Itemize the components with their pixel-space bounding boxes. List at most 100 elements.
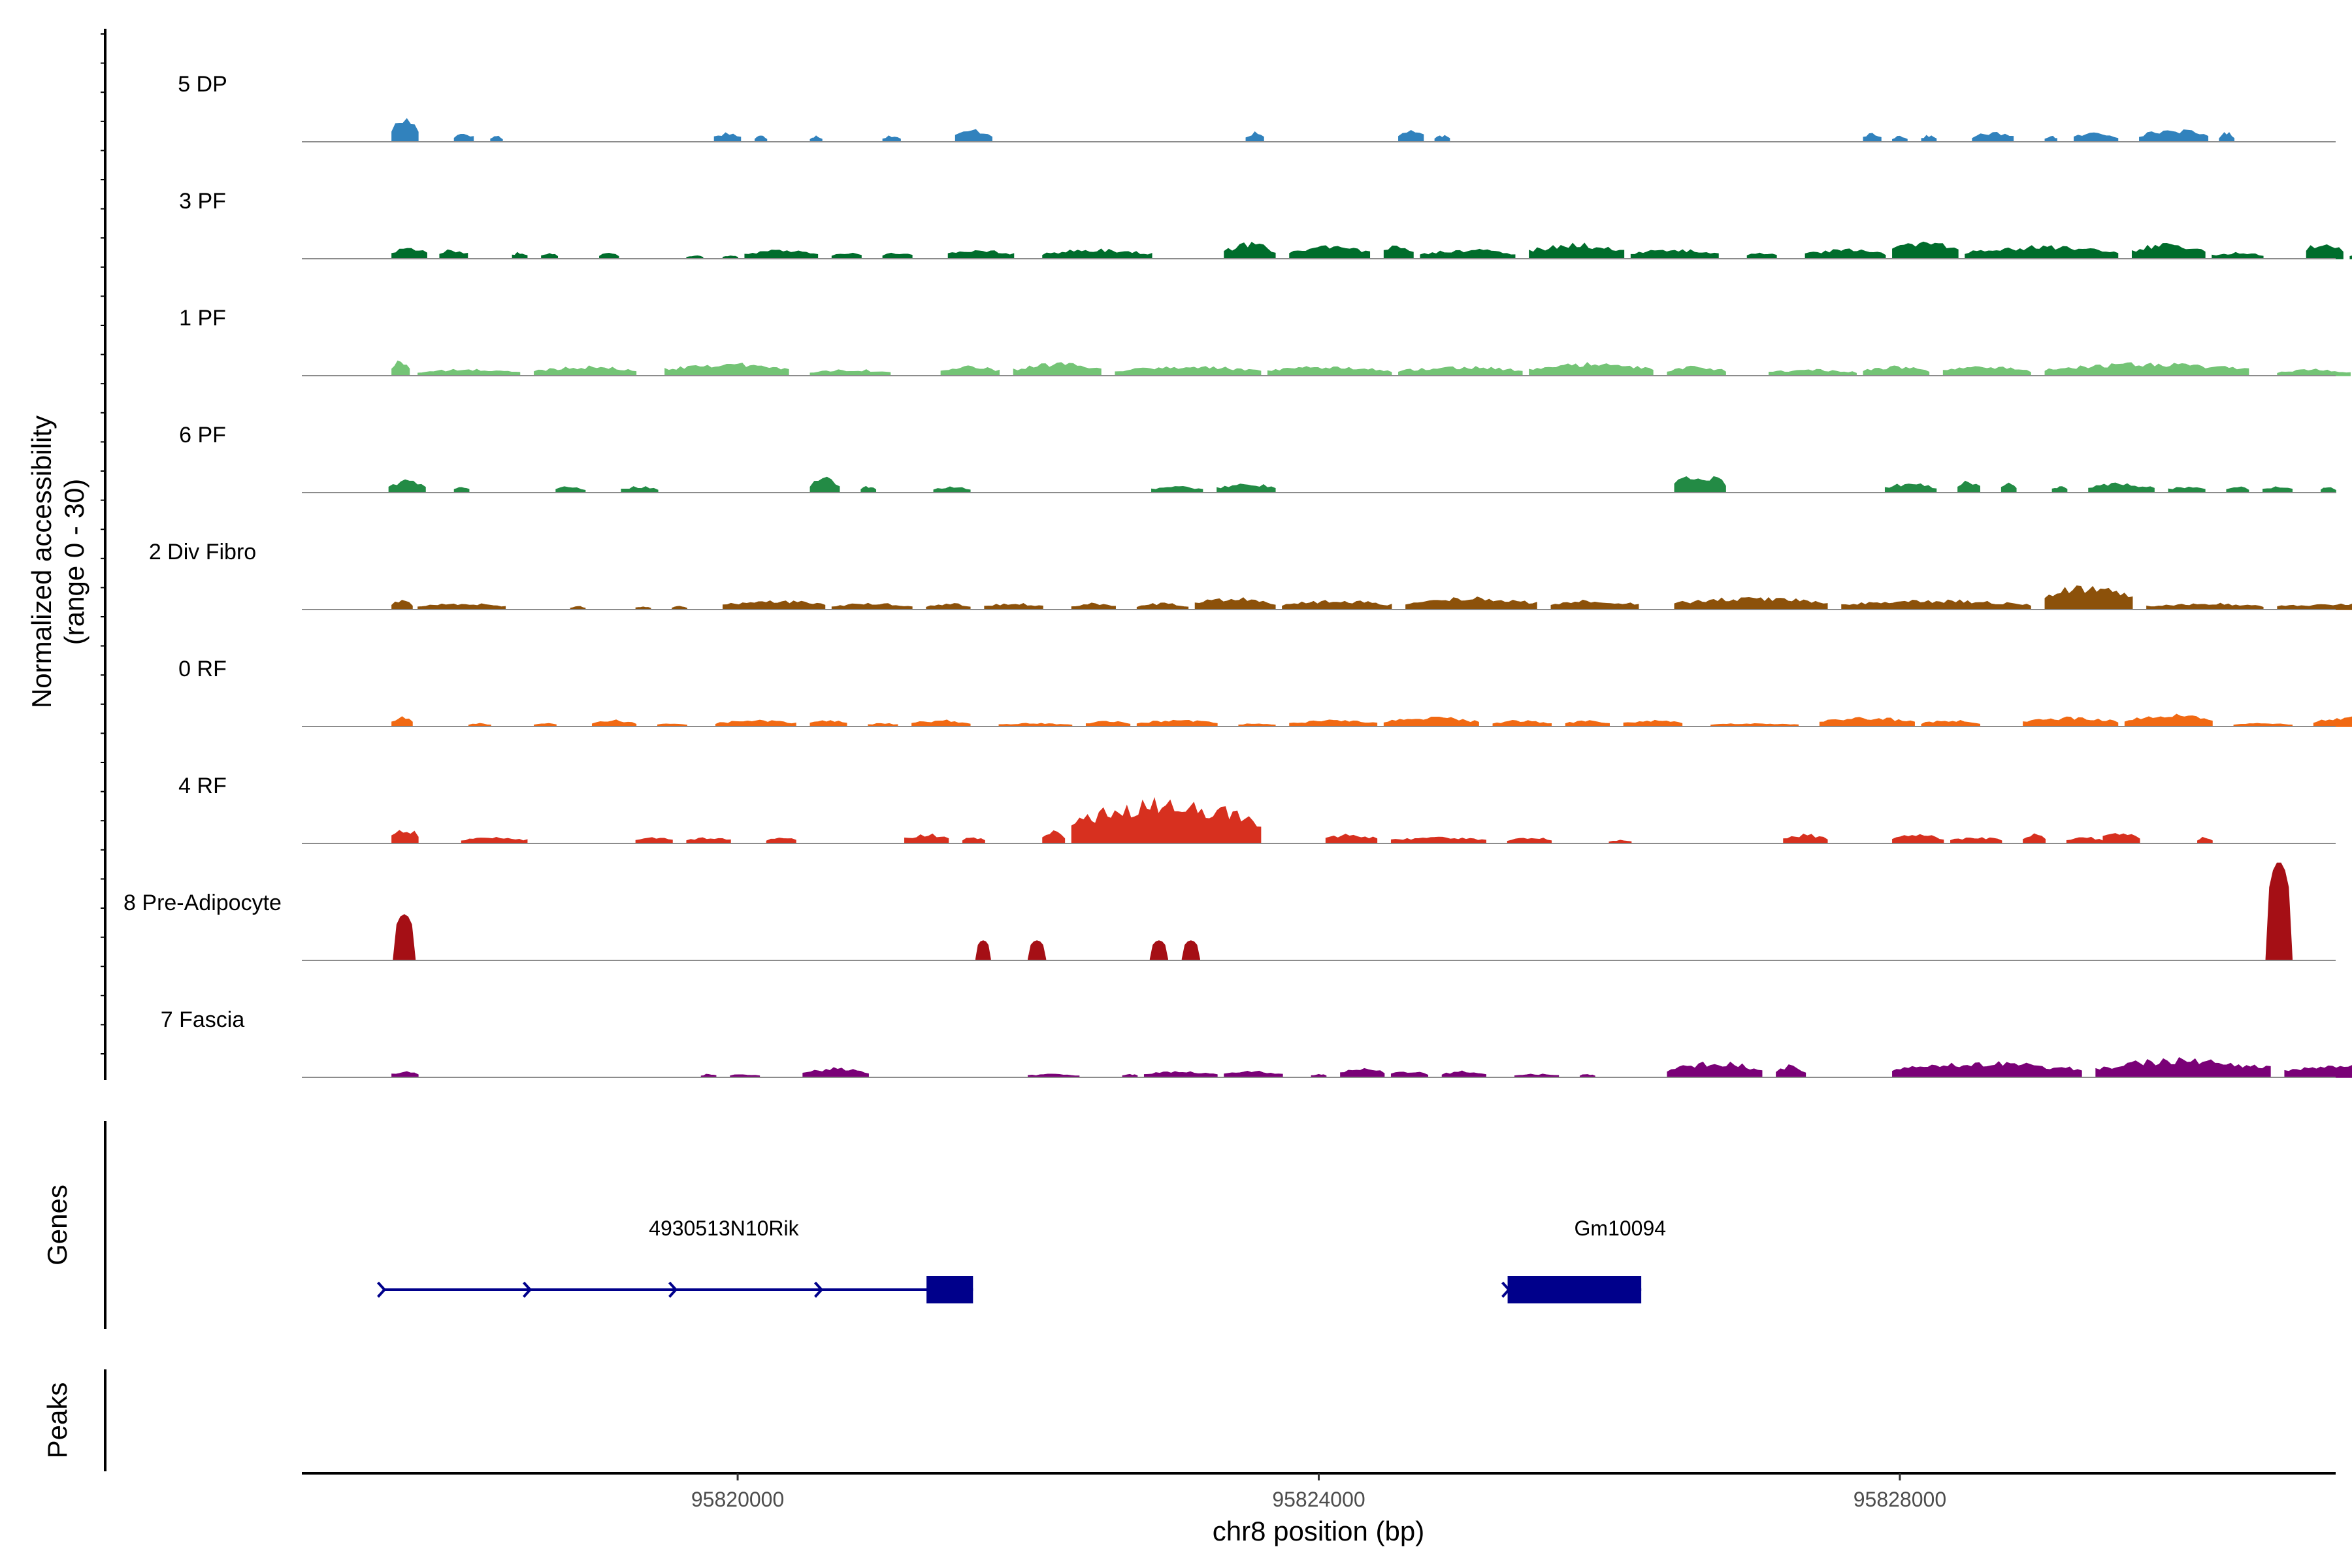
track-label: 7 Fascia xyxy=(161,1007,245,1032)
coverage-peak xyxy=(723,600,826,610)
coverage-peak xyxy=(2023,833,2046,844)
gene-4930513n10rik: 4930513N10Rik xyxy=(377,1217,973,1303)
coverage-peak xyxy=(2219,132,2235,142)
coverage-peak xyxy=(975,940,991,961)
coverage-peak xyxy=(1965,245,2119,259)
coverage-peak xyxy=(2265,862,2293,961)
coverage-peak xyxy=(534,723,557,727)
coverage-peak xyxy=(1149,940,1168,961)
coverage-peak xyxy=(1623,719,1683,727)
coverage-peak xyxy=(2277,603,2352,610)
coverage-peak xyxy=(2124,713,2213,727)
coverage-peak xyxy=(1630,249,1719,259)
coverage-peak xyxy=(1115,366,1262,376)
coverage-peak xyxy=(2139,129,2209,142)
coverage-peak xyxy=(1042,248,1152,259)
coverage-peak xyxy=(1863,365,1930,376)
coverage-peak xyxy=(1514,1073,1560,1078)
coverage-peak xyxy=(1892,834,1944,844)
coverage-peak xyxy=(2284,1065,2352,1078)
coverage-peak xyxy=(700,1073,717,1078)
x-tick-label: 95824000 xyxy=(1272,1488,1365,1511)
coverage-peak xyxy=(1884,483,1937,493)
coverage-peak xyxy=(744,250,819,259)
coverage-peak xyxy=(1957,480,1980,493)
strand-chevron xyxy=(668,1281,678,1298)
coverage-peak xyxy=(860,485,877,493)
coverage-peak xyxy=(2023,716,2119,727)
coverage-peak xyxy=(1420,248,1516,259)
coverage-peak xyxy=(1892,241,1959,259)
x-axis-title: chr8 position (bp) xyxy=(1213,1516,1425,1546)
coverage-peak xyxy=(1122,1073,1138,1078)
track-label: 3 PF xyxy=(179,189,226,214)
coverage-peak xyxy=(1405,596,1537,610)
coverage-peak xyxy=(1289,719,1378,727)
coverage-peak xyxy=(686,837,731,844)
coverage-peak xyxy=(2001,482,2017,493)
y-axis-title-line2: (range 0 - 30) xyxy=(59,479,90,645)
coverage-peak xyxy=(1441,1070,1486,1078)
track-8-pre-adipocyte: 8 Pre-Adipocyte xyxy=(123,862,2336,961)
coverage-peak xyxy=(1609,840,1632,844)
track-label: 6 PF xyxy=(179,423,226,448)
coverage-peak xyxy=(933,486,971,493)
coverage-peak xyxy=(2066,836,2104,844)
coverage-peak xyxy=(766,838,796,844)
coverage-peak xyxy=(802,1067,869,1078)
coverage-peak xyxy=(1282,600,1392,610)
coverage-peak xyxy=(2277,368,2351,376)
coverage-peak xyxy=(1710,723,1799,727)
coverage-tracks: 5 DP 3 PF 1 PF 6 PF 2 Div Fibro 0 RF 4 RF 8 Pre… xyxy=(123,72,2352,1078)
gene-name-label: Gm10094 xyxy=(1575,1217,1667,1240)
coverage-peak xyxy=(1674,476,1726,493)
coverage-peak xyxy=(2262,486,2293,493)
coverage-peak xyxy=(1224,242,1276,259)
track-label: 5 DP xyxy=(178,72,227,97)
coverage-peak xyxy=(1325,834,1378,844)
coverage-peak xyxy=(1267,366,1392,376)
coverage-peak xyxy=(599,253,619,259)
coverage-peak xyxy=(984,603,1043,610)
track-label: 8 Pre-Adipocyte xyxy=(123,890,282,915)
coverage-peak xyxy=(1819,717,1915,727)
coverage-peak xyxy=(1674,596,1828,610)
coverage-peak xyxy=(1667,365,1726,376)
coverage-peak xyxy=(1181,940,1200,961)
coverage-peak xyxy=(2321,487,2336,493)
coverage-peak xyxy=(809,135,823,142)
coverage-peak xyxy=(1529,242,1625,259)
coverage-peak xyxy=(2168,486,2206,493)
coverage-peak xyxy=(1776,1064,1806,1078)
coverage-peak xyxy=(1398,130,1424,142)
coverage-peak xyxy=(2131,242,2206,259)
strand-chevron xyxy=(377,1281,387,1298)
coverage-peak xyxy=(2212,252,2264,259)
coverage-peak xyxy=(391,830,419,844)
coverage-peak xyxy=(2313,716,2352,727)
coverage-peak xyxy=(809,720,847,727)
coverage-peak xyxy=(1863,133,1882,142)
coverage-peak xyxy=(926,603,971,610)
coverage-peak xyxy=(1972,132,2014,142)
coverage-peak xyxy=(868,723,898,727)
coverage-peak xyxy=(911,719,971,727)
coverage-peak xyxy=(417,603,506,610)
track-5-dp: 5 DP xyxy=(178,72,2336,142)
coverage-peak xyxy=(882,252,913,259)
track-label: 0 RF xyxy=(178,657,227,681)
coverage-peak xyxy=(391,1071,419,1078)
coverage-peak xyxy=(2306,244,2344,259)
coverage-peak xyxy=(621,486,659,493)
coverage-peak xyxy=(1746,252,1777,259)
coverage-peak xyxy=(1398,366,1523,376)
coverage-peak xyxy=(2102,833,2140,844)
coverage-peak xyxy=(453,133,474,142)
coverage-peak xyxy=(755,135,768,142)
track-label: 4 RF xyxy=(178,774,227,798)
coverage-peak xyxy=(2074,132,2119,142)
genes-panel-title: Genes xyxy=(42,1184,73,1266)
coverage-peak xyxy=(1042,830,1066,844)
coverage-peak xyxy=(1942,366,2031,376)
